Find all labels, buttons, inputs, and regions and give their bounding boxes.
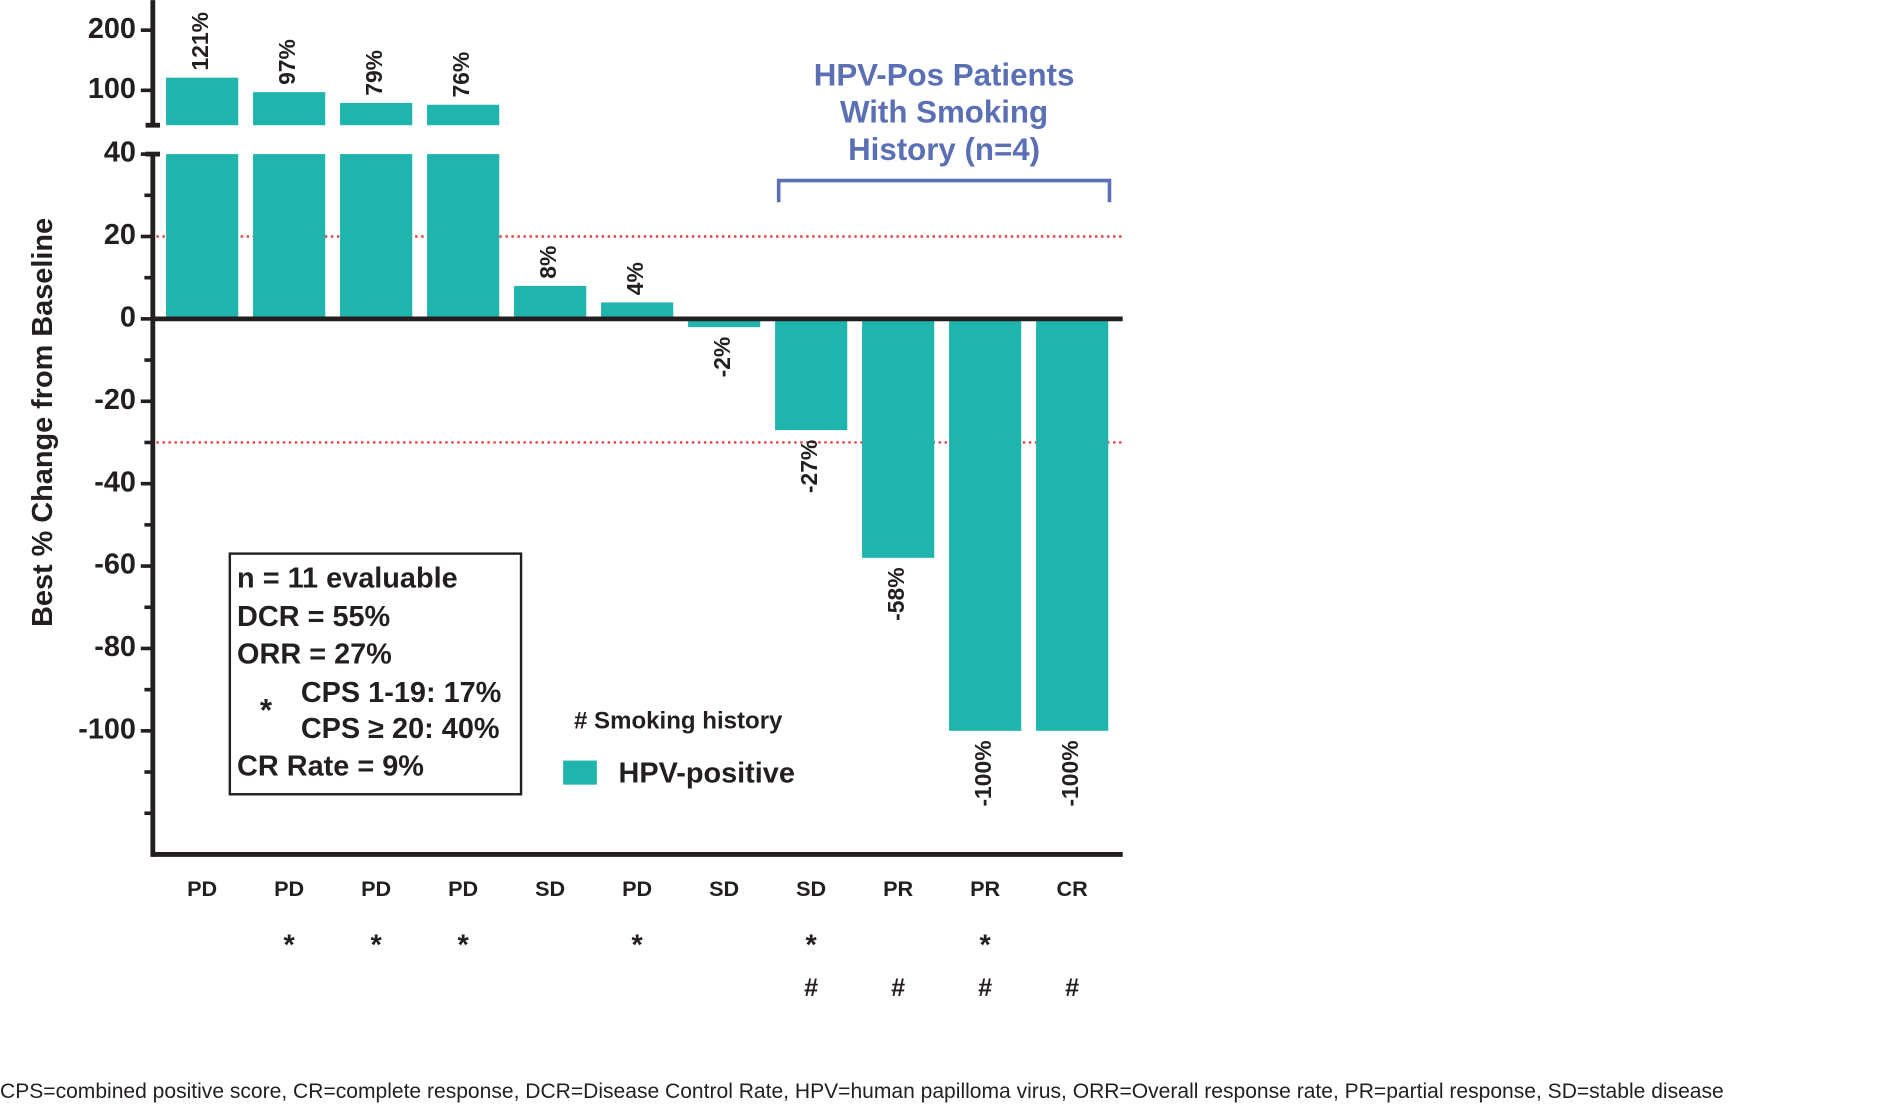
value-label: -100% [970, 740, 996, 806]
bar [427, 154, 500, 319]
bar [775, 318, 848, 431]
bar [340, 154, 413, 319]
stats-sub-line: CPS 1-19: 17% [301, 677, 502, 709]
bar-upper [253, 92, 326, 126]
value-label: 79% [361, 50, 387, 96]
bar [514, 285, 587, 319]
x-tick-label: PD [448, 876, 478, 901]
stats-marker: * [260, 693, 273, 728]
x-tick-label: SD [535, 876, 565, 901]
y-tick-label: -60 [94, 549, 136, 581]
cps-marker: * [632, 930, 644, 962]
y-tick-label: 100 [88, 73, 136, 105]
y-tick-label: -20 [94, 384, 136, 416]
y-tick-label: -80 [94, 631, 136, 663]
value-label: -27% [796, 440, 822, 493]
x-tick-label: PD [361, 876, 391, 901]
x-tick-label: PR [970, 876, 1000, 901]
smoking-marker: # [978, 974, 992, 1002]
legend-swatch [563, 760, 597, 785]
stats-line: ORR = 27% [237, 639, 392, 671]
value-label: -2% [709, 337, 735, 378]
smoking-marker: # [891, 974, 905, 1002]
x-tick-label: CR [1057, 876, 1089, 901]
smoking-marker: # [804, 974, 818, 1002]
y-tick-label: 40 [104, 137, 136, 169]
cps-marker: * [458, 930, 470, 962]
x-tick-label: PD [187, 876, 217, 901]
x-tick-label: PD [274, 876, 304, 901]
x-tick-label: PD [622, 876, 652, 901]
stats-line: DCR = 55% [237, 601, 390, 633]
y-axis-title: Best % Change from Baseline [27, 218, 59, 627]
bar [1036, 318, 1109, 731]
legend-note: # Smoking history [574, 707, 783, 734]
bar-upper [340, 102, 413, 126]
y-tick-label: -40 [94, 466, 136, 498]
bar-upper [427, 104, 500, 126]
value-label: 97% [274, 39, 300, 85]
bar [949, 318, 1022, 731]
bar [166, 154, 239, 319]
stats-box [228, 552, 523, 796]
legend-label: HPV-positive [619, 758, 795, 790]
bar-upper [166, 77, 239, 126]
bracket-label: HPV-Pos Patients [814, 57, 1075, 92]
bar [601, 302, 674, 319]
cps-marker: * [980, 930, 992, 962]
smoking-marker: # [1065, 974, 1079, 1002]
x-tick-label: SD [796, 876, 826, 901]
stats-line: n = 11 evaluable [237, 563, 458, 595]
stats-line: CR Rate = 9% [237, 750, 424, 782]
bracket-label: With Smoking [840, 95, 1048, 130]
y-tick-label: 20 [104, 219, 136, 251]
stats-sub-line: CPS ≥ 20: 40% [301, 713, 500, 745]
value-label: 4% [622, 262, 648, 295]
x-tick-label: PR [883, 876, 913, 901]
value-label: -100% [1057, 740, 1083, 806]
y-tick-label: 0 [120, 302, 136, 334]
bracket-label: History (n=4) [848, 132, 1040, 167]
x-tick-label: SD [709, 876, 739, 901]
value-label: 121% [187, 12, 213, 70]
value-label: 76% [448, 52, 474, 98]
bar [253, 154, 326, 319]
cps-marker: * [806, 930, 818, 962]
footnote: CPS=combined positive score, CR=complete… [0, 1080, 1724, 1103]
bar [688, 318, 761, 328]
value-label: 8% [535, 246, 561, 279]
cps-marker: * [371, 930, 383, 962]
bracket [776, 178, 1112, 203]
cps-marker: * [284, 930, 296, 962]
y-tick-label: -100 [78, 713, 136, 745]
bar [862, 318, 935, 558]
y-tick-label: 200 [88, 13, 136, 45]
value-label: -58% [883, 567, 909, 620]
